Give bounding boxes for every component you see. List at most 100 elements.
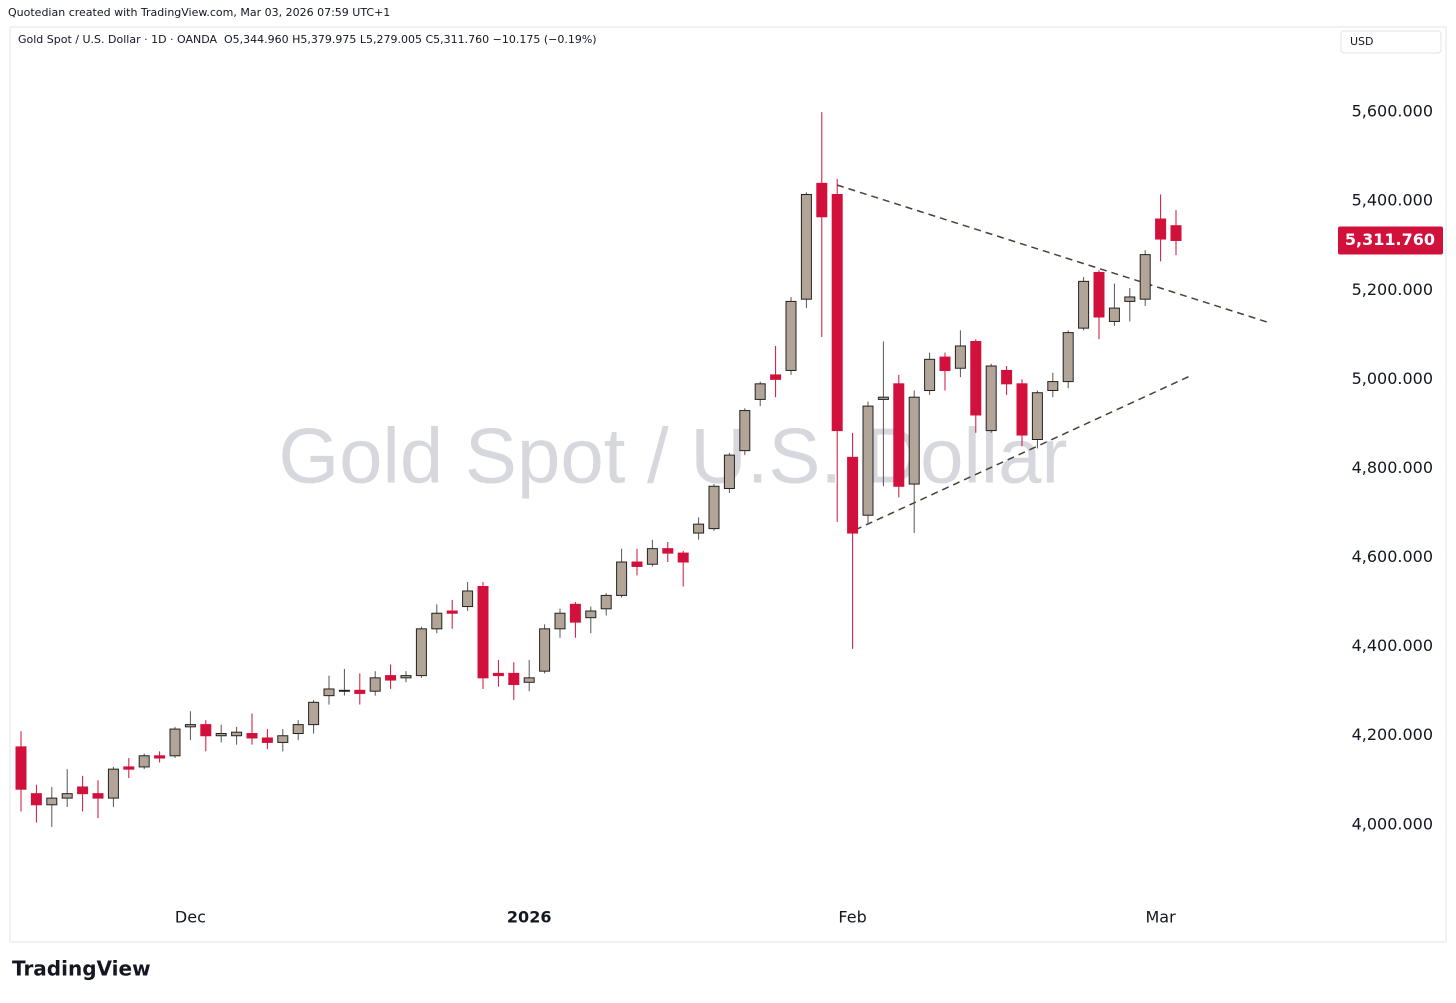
x-tick-label: 2026 — [507, 908, 552, 927]
y-tick-label: 5,400.000 — [1352, 191, 1433, 210]
candle-body — [1062, 332, 1074, 383]
candle-body — [61, 793, 73, 799]
candle-body — [1139, 254, 1151, 300]
candle-body — [369, 677, 381, 692]
candle-body — [662, 548, 674, 554]
currency-box[interactable] — [1340, 30, 1442, 54]
y-tick-label: 4,400.000 — [1352, 636, 1433, 655]
candle-body — [569, 603, 581, 623]
candle-body — [831, 193, 843, 432]
candle-body — [492, 672, 504, 677]
candle-body — [138, 755, 150, 768]
candle-body — [646, 548, 658, 565]
x-tick-label: Dec — [175, 908, 206, 927]
y-tick-label: 4,800.000 — [1352, 458, 1433, 477]
candle-body — [1001, 369, 1013, 385]
candle-body — [15, 746, 27, 790]
candle-body — [123, 766, 135, 770]
x-tick-label: Mar — [1146, 908, 1177, 927]
candle-body — [184, 724, 196, 728]
trendline — [854, 375, 1191, 531]
candle-body — [261, 737, 273, 743]
candle-body — [308, 701, 320, 726]
candle-body — [600, 594, 612, 610]
candle-body — [292, 724, 304, 735]
candle-body — [985, 365, 997, 432]
last-price-label: 5,311.760 — [1345, 230, 1435, 249]
candle-body — [169, 728, 181, 757]
logo: TradingView — [12, 957, 151, 981]
candle-body — [939, 356, 951, 371]
y-tick-label: 5,200.000 — [1352, 280, 1433, 299]
candle-body — [677, 552, 689, 563]
trendline — [836, 184, 1268, 323]
chart-frame — [9, 26, 1447, 943]
candle-body — [246, 733, 258, 739]
candle-body — [523, 677, 535, 683]
candle-body — [1031, 392, 1043, 441]
candle-body — [77, 786, 89, 795]
candle-body — [1155, 218, 1167, 240]
candle-body — [1108, 307, 1120, 322]
candle-body — [323, 688, 335, 697]
candle-body — [30, 793, 42, 806]
candle-body — [231, 731, 243, 737]
y-tick-label: 4,200.000 — [1352, 725, 1433, 744]
candle-body — [723, 454, 735, 490]
candle-body — [1047, 381, 1059, 392]
candle-body — [1093, 271, 1105, 318]
candle-body — [800, 193, 812, 300]
candle-body — [616, 561, 628, 596]
candle-body — [954, 345, 966, 369]
candle-body — [970, 341, 982, 416]
candle-body — [354, 689, 366, 694]
candle-body — [816, 182, 828, 218]
candle-body — [1170, 225, 1182, 241]
last-price-box — [1338, 226, 1443, 255]
candle-body — [462, 590, 474, 608]
currency: USD — [1350, 35, 1374, 48]
candle-body — [847, 456, 859, 534]
candle-body — [785, 300, 797, 371]
watermark: Gold Spot / U.S. Dollar — [279, 412, 1068, 500]
candle-body — [277, 735, 289, 743]
candle-body — [46, 797, 58, 806]
candle-body — [215, 733, 227, 737]
candle-body — [508, 672, 520, 686]
candle-body — [554, 612, 566, 630]
x-tick-label: Feb — [838, 908, 866, 927]
candle-body — [92, 793, 104, 799]
candle-body — [415, 628, 427, 677]
brand: TradingView — [12, 957, 151, 981]
candle-body — [754, 383, 766, 400]
candle-body — [1078, 280, 1090, 329]
candle-body — [631, 561, 643, 567]
y-tick-label: 5,600.000 — [1352, 102, 1433, 121]
chart-title: Gold Spot / U.S. Dollar · 1D · OANDA — [18, 33, 218, 46]
candle-body — [539, 628, 551, 672]
candle-body — [693, 523, 705, 534]
candle-body — [877, 396, 889, 400]
candle-body — [924, 358, 936, 392]
credit: Quotedian created with TradingView.com, … — [8, 6, 390, 19]
candle-body — [739, 410, 751, 452]
candle-body — [107, 768, 119, 799]
ohlc-readout: O5,344.960 H5,379.975 L5,279.005 C5,311.… — [224, 33, 597, 46]
candle-body — [400, 675, 412, 679]
candle-body — [477, 586, 489, 679]
candle-body — [446, 610, 458, 614]
candle-body — [770, 374, 782, 380]
y-tick-label: 4,000.000 — [1352, 814, 1433, 833]
candle-body — [585, 610, 597, 619]
candle-body — [385, 675, 397, 681]
y-tick-label: 4,600.000 — [1352, 547, 1433, 566]
candle-body — [862, 405, 874, 516]
candle-body — [908, 396, 920, 485]
candle-body — [893, 383, 905, 487]
candle-body — [200, 724, 212, 737]
candle-body — [338, 689, 350, 692]
candle-body — [1016, 383, 1028, 436]
candle-body — [708, 485, 720, 530]
